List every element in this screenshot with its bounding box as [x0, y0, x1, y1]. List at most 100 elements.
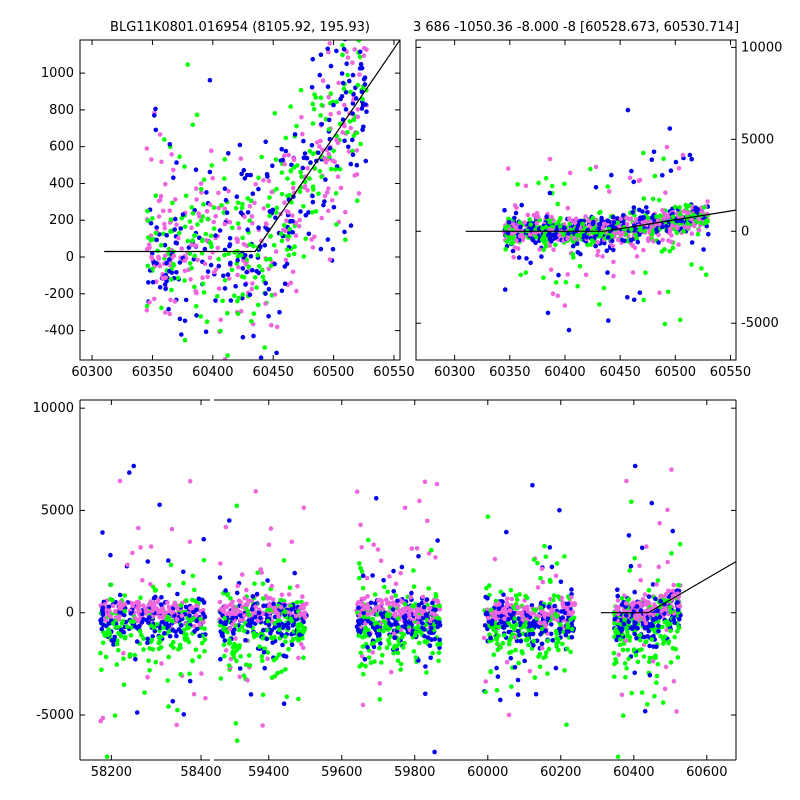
data-point-green [166, 704, 171, 709]
data-point-green [570, 252, 576, 257]
data-point-magenta [102, 602, 108, 607]
data-point-blue [435, 538, 440, 543]
data-point-magenta [170, 610, 176, 615]
data-point-blue [240, 334, 246, 340]
data-point-blue [428, 630, 434, 636]
data-point-magenta [378, 558, 384, 563]
data-point-blue [304, 155, 310, 161]
data-point-green [685, 221, 690, 226]
data-point-magenta [340, 130, 345, 135]
data-point-green [395, 658, 401, 663]
data-point-magenta [407, 612, 412, 618]
data-point-green [647, 655, 653, 661]
data-point-blue [150, 279, 156, 285]
data-point-green [540, 226, 545, 231]
data-point-magenta [235, 607, 240, 613]
data-point-blue [316, 150, 321, 156]
data-point-blue [254, 591, 260, 597]
data-point-blue [407, 620, 412, 626]
data-point-green [567, 221, 572, 227]
data-point-magenta [179, 246, 184, 251]
data-point-green [129, 625, 134, 630]
data-point-green [99, 667, 104, 673]
data-point-magenta [343, 209, 348, 215]
data-point-green [351, 133, 357, 138]
data-point-green [230, 225, 235, 231]
data-point-blue [199, 597, 205, 603]
data-point-green [235, 298, 240, 304]
data-point-green [178, 645, 183, 650]
x-tick-label: 60200 [540, 765, 581, 780]
data-point-blue [249, 607, 255, 612]
data-point-green [580, 221, 585, 227]
data-point-magenta [167, 311, 173, 317]
data-point-blue [179, 623, 184, 628]
data-point-green [189, 265, 194, 271]
data-point-green [519, 649, 525, 654]
data-point-blue [284, 261, 290, 267]
data-point-blue [615, 216, 620, 221]
data-point-green [644, 639, 649, 644]
data-point-blue [689, 156, 694, 162]
data-point-blue [545, 616, 551, 621]
data-point-magenta [265, 596, 270, 601]
data-point-green [192, 284, 197, 290]
data-point-blue [357, 49, 363, 55]
x-tick-label: 60550 [373, 365, 414, 380]
data-point-magenta [255, 618, 260, 624]
data-point-green [294, 123, 299, 129]
data-point-magenta [157, 614, 162, 620]
data-point-green [545, 671, 550, 676]
data-point-blue [261, 649, 267, 655]
data-point-green [553, 280, 559, 285]
data-point-green [131, 619, 136, 624]
data-point-blue [557, 508, 562, 513]
data-point-green [436, 658, 441, 664]
data-point-blue [167, 268, 172, 274]
data-point-magenta [336, 80, 342, 86]
data-point-green [187, 261, 193, 266]
data-point-magenta [371, 542, 377, 547]
data-point-blue [133, 656, 138, 662]
data-point-blue [549, 622, 554, 627]
data-point-blue [274, 350, 279, 356]
data-point-magenta [357, 72, 362, 77]
data-point-green [701, 205, 707, 210]
data-point-magenta [696, 227, 702, 233]
data-point-blue [361, 6, 366, 11]
data-point-blue [409, 590, 414, 596]
data-point-green [512, 616, 517, 621]
data-point-green [194, 112, 200, 118]
data-point-green [533, 235, 539, 240]
data-point-blue [310, 56, 316, 62]
data-point-blue [513, 210, 519, 216]
data-point-blue [279, 288, 285, 294]
data-point-green [545, 638, 550, 643]
data-point-green [670, 214, 676, 220]
data-point-magenta [268, 526, 274, 531]
data-point-magenta [402, 609, 407, 615]
data-point-blue [359, 65, 365, 71]
data-point-green [299, 174, 304, 179]
data-point-green [623, 674, 628, 680]
data-point-blue [164, 260, 169, 266]
data-point-blue [547, 545, 553, 550]
data-point-blue [533, 691, 539, 697]
data-point-blue [642, 708, 648, 714]
data-point-magenta [269, 583, 275, 589]
data-point-green [345, 72, 350, 78]
data-point-magenta [644, 544, 649, 549]
data-point-blue [528, 260, 533, 266]
data-point-blue [546, 232, 551, 238]
data-point-magenta [645, 236, 651, 241]
data-point-magenta [357, 612, 363, 618]
data-point-blue [543, 628, 548, 634]
data-point-magenta [619, 692, 625, 698]
data-point-blue [262, 665, 268, 671]
data-point-magenta [638, 578, 643, 583]
data-point-blue [547, 190, 553, 196]
data-point-blue [279, 632, 285, 637]
model-line [104, 40, 400, 253]
data-point-magenta [519, 614, 525, 620]
data-point-green [494, 687, 500, 693]
